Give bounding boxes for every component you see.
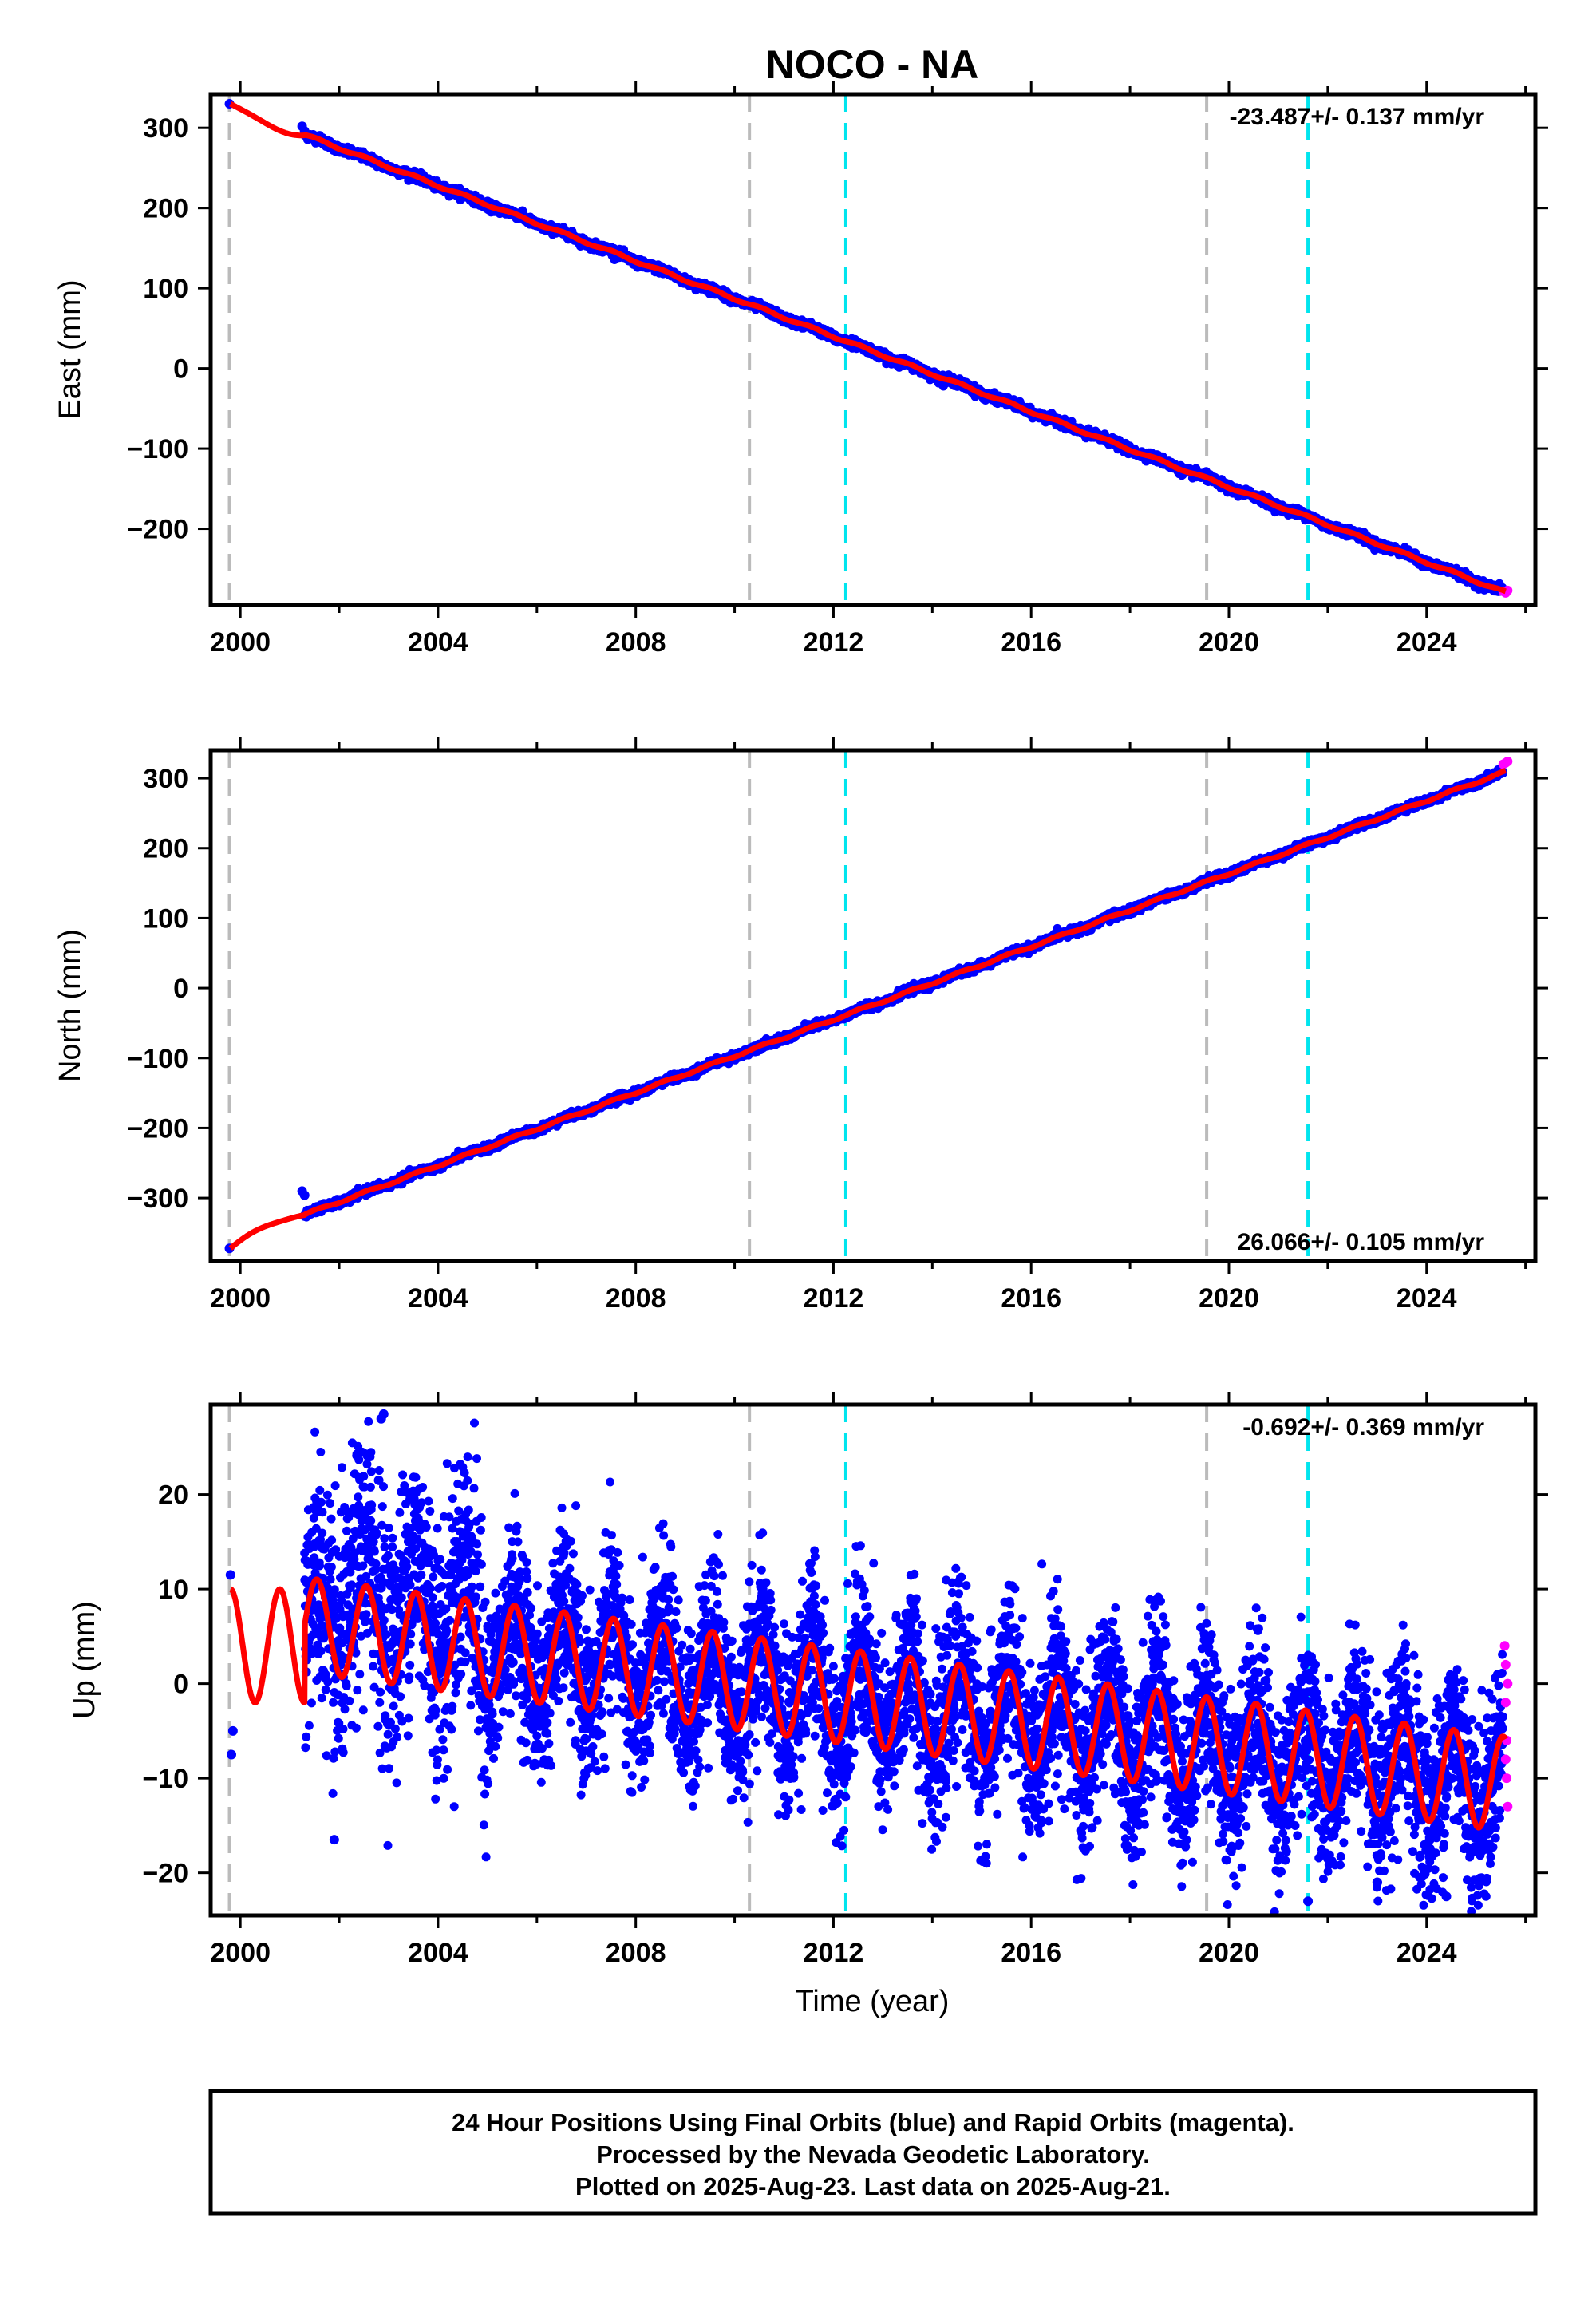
footer-line-3: Plotted on 2025-Aug-23. Last data on 202… xyxy=(575,2172,1171,2200)
plot-area xyxy=(224,750,1513,1261)
final-orbit-point xyxy=(1441,1891,1452,1902)
plot-frame xyxy=(208,92,1538,607)
y-tick-label: 0 xyxy=(173,1670,188,1700)
model-curve xyxy=(227,101,1508,595)
plot-area xyxy=(225,1405,1513,1915)
footer-line-2: Processed by the Nevada Geodetic Laborat… xyxy=(596,2140,1150,2168)
y-tick-label: 10 xyxy=(158,1575,188,1605)
final-orbit-point xyxy=(299,1190,310,1200)
x-tick-label: 2020 xyxy=(1199,1283,1259,1314)
north-panel: 2000 2004 2008 2012 2016 2020 2024−300−200−100… xyxy=(53,737,1548,1314)
y-tick-label: 300 xyxy=(143,113,188,144)
velocity-label: -0.692+/- 0.369 mm/yr xyxy=(1242,1414,1484,1441)
x-tick-label: 2008 xyxy=(606,627,666,658)
final-orbit-point xyxy=(329,1835,339,1845)
y-axis-title: East (mm) xyxy=(53,279,87,419)
x-tick-label: 2024 xyxy=(1396,1283,1457,1314)
x-tick-label: 2000 xyxy=(210,627,271,658)
plot-frame xyxy=(208,748,1538,1263)
x-tick-label: 2016 xyxy=(1001,1938,1061,1968)
y-tick-label: 300 xyxy=(143,764,188,794)
x-tick-label: 2024 xyxy=(1396,1938,1457,1968)
final-orbit-point xyxy=(227,1725,238,1736)
east-panel: 2000 2004 2008 2012 2016 2020 2024 −200 −100 0 100… xyxy=(53,81,1548,658)
footer-line-1: 24 Hour Positions Using Final Orbits (bl… xyxy=(452,2109,1294,2136)
y-axis-title: Up (mm) xyxy=(68,1601,101,1719)
x-tick-label: 2016 xyxy=(1001,627,1061,658)
y-tick-label: −200 xyxy=(127,1113,188,1144)
x-tick-label: 2012 xyxy=(804,1938,864,1968)
x-axis-title: Time (year) xyxy=(796,1985,950,2018)
x-tick-label: 2004 xyxy=(408,1938,468,1968)
plot-area xyxy=(224,94,1513,605)
x-tick-label: 2024 xyxy=(1396,627,1457,658)
model-curve xyxy=(227,1576,1508,1831)
y-tick-label: 200 xyxy=(143,194,188,224)
x-tick-label: 2016 xyxy=(1001,1283,1061,1314)
rapid-orbit-point xyxy=(1503,757,1513,767)
x-tick-label: 2008 xyxy=(606,1283,666,1314)
final-orbit-point xyxy=(1303,1896,1314,1907)
y-tick-label: 20 xyxy=(158,1480,188,1511)
x-tick-label: 2004 xyxy=(408,1283,468,1314)
final-orbit-point xyxy=(373,1475,384,1485)
rapid-orbit-point xyxy=(1500,1659,1511,1670)
rapid-orbit-point xyxy=(1503,1801,1513,1812)
plot-frame xyxy=(208,1402,1538,1918)
y-tick-label: −300 xyxy=(127,1184,188,1214)
rapid-orbit-point xyxy=(1499,1641,1510,1651)
rapid-orbit-point xyxy=(1500,1698,1511,1708)
x-tick-label: 2000 xyxy=(210,1283,271,1314)
y-tick-label: −100 xyxy=(127,434,188,464)
y-axis-title: North (mm) xyxy=(53,929,87,1082)
x-tick-label: 2020 xyxy=(1199,1938,1259,1968)
final-orbit-point xyxy=(378,1409,389,1419)
velocity-label: 26.066+/- 0.105 mm/yr xyxy=(1238,1229,1485,1255)
up-panel: 2000 2004 2008 2012 2016 2020 2024 −20 −10 0 10 20 U… xyxy=(68,1392,1548,1968)
y-tick-label: −20 xyxy=(142,1859,188,1889)
y-tick-label: −100 xyxy=(127,1044,188,1074)
y-tick-label: 200 xyxy=(143,834,188,864)
model-curve xyxy=(227,768,1508,1251)
rapid-orbit-point xyxy=(1500,1754,1511,1765)
final-orbit-point xyxy=(1372,1877,1382,1887)
y-tick-label: −10 xyxy=(142,1764,188,1794)
footer-frame xyxy=(208,2089,1538,2216)
x-tick-label: 2020 xyxy=(1199,627,1259,658)
velocity-label: -23.487+/- 0.137 mm/yr xyxy=(1230,104,1485,130)
footer-box: 24 Hour Positions Using Final Orbits (bl… xyxy=(208,2089,1538,2216)
x-tick-label: 2004 xyxy=(408,627,468,658)
x-tick-label: 2008 xyxy=(606,1938,666,1968)
y-tick-label: 0 xyxy=(173,354,188,385)
y-tick-label: 0 xyxy=(173,974,188,1004)
rapid-orbit-point xyxy=(1502,1773,1512,1784)
y-tick-label: −200 xyxy=(127,515,188,545)
chart-title: NOCO - NA xyxy=(766,42,979,87)
x-tick-label: 2012 xyxy=(804,627,864,658)
final-orbit-point xyxy=(227,1749,237,1760)
final-orbit-point xyxy=(225,1570,235,1580)
y-tick-label: 100 xyxy=(143,903,188,934)
x-tick-label: 2012 xyxy=(804,1283,864,1314)
rapid-orbit-point xyxy=(1503,1678,1513,1689)
x-tick-label: 2000 xyxy=(210,1938,271,1968)
y-tick-label: 100 xyxy=(143,274,188,304)
